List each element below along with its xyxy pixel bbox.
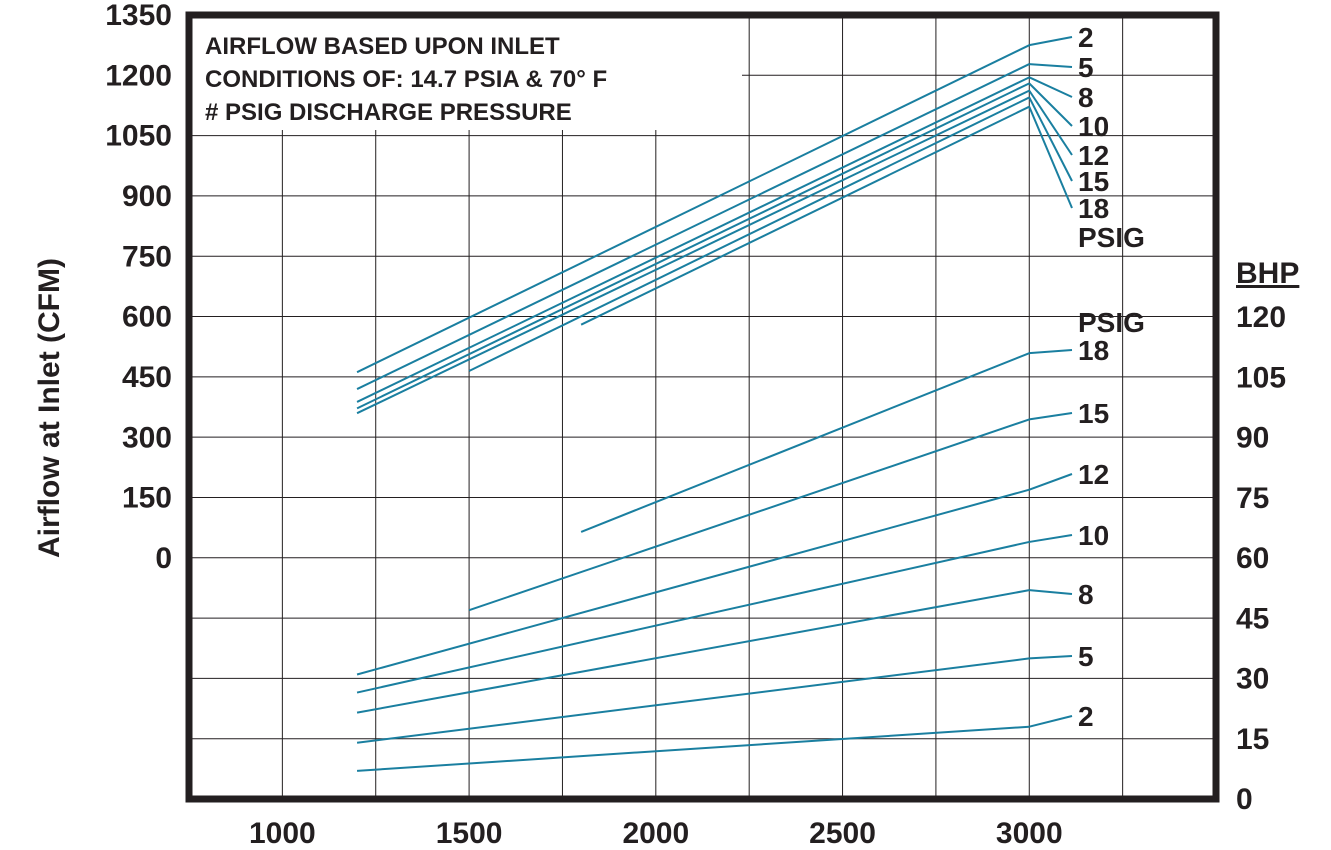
x-tick-label: 3000 (996, 817, 1063, 850)
airflow-leader-2 (1029, 36, 1073, 47)
right-axis-ticks: 120 105 90 75 60 45 30 15 0 (1236, 301, 1286, 816)
bhp-line-15-psig (468, 418, 1030, 612)
y-right-tick-label: 30 (1236, 663, 1269, 696)
airflow-leader-10 (1028, 82, 1073, 127)
bhp-leader-15 (1029, 412, 1073, 421)
bhp-label-8: 8 (1078, 579, 1094, 610)
airflow-leader-18 (1028, 106, 1073, 209)
x-tick-label: 1500 (436, 817, 503, 850)
y-right-tick-label: 45 (1236, 602, 1269, 635)
airflow-line-5-psig (356, 63, 1030, 390)
airflow-line-15-psig (468, 96, 1030, 372)
airflow-label-15: 15 (1078, 166, 1109, 197)
y-left-axis-title: Airflow at Inlet (CFM) (33, 258, 66, 558)
bhp-line-12-psig (356, 488, 1030, 676)
bhp-line-2-psig (356, 725, 1030, 772)
airflow-note: AIRFLOW BASED UPON INLET CONDITIONS OF: … (205, 33, 607, 126)
bhp-line-5-psig (356, 657, 1030, 744)
bhp-line-18-psig (580, 352, 1030, 533)
bhp-label-12: 12 (1078, 459, 1109, 490)
y-right-tick-label: 120 (1236, 301, 1286, 334)
y-left-tick-label: 0 (155, 542, 172, 575)
airflow-line-12-psig (356, 89, 1030, 415)
y-left-tick-label: 600 (122, 301, 172, 334)
airflow-psig-label: PSIG (1078, 222, 1145, 253)
x-axis-ticks: 1000 1500 2000 2500 3000 (249, 817, 1063, 850)
airflow-leader-12 (1028, 90, 1073, 156)
bhp-leader-18 (1029, 349, 1073, 355)
airflow-leader-15 (1028, 97, 1073, 182)
y-right-tick-label: 75 (1236, 482, 1269, 515)
bhp-leader-12 (1028, 473, 1073, 491)
bhp-label-10: 10 (1078, 520, 1109, 551)
y-right-tick-label: 60 (1236, 542, 1269, 575)
y-right-tick-label: 90 (1236, 422, 1269, 455)
bhp-label-5: 5 (1078, 641, 1094, 672)
airflow-leader-8 (1028, 76, 1073, 98)
note-line-3: # PSIG DISCHARGE PRESSURE (205, 99, 572, 126)
y-left-tick-label: 750 (122, 240, 172, 273)
bhp-leader-2 (1029, 715, 1073, 728)
bhp-label-15: 15 (1078, 398, 1109, 429)
y-right-axis-title: BHP (1236, 257, 1299, 290)
airflow-label-2: 2 (1078, 22, 1094, 53)
airflow-series (356, 44, 1030, 415)
y-left-tick-label: 900 (122, 180, 172, 213)
y-right-tick-label: 15 (1236, 723, 1269, 756)
x-tick-label: 2000 (622, 817, 689, 850)
airflow-leader-5 (1029, 63, 1073, 68)
y-left-tick-label: 1350 (105, 0, 172, 32)
airflow-label-5: 5 (1078, 52, 1094, 83)
bhp-leader-8 (1029, 589, 1073, 595)
y-right-tick-label: 105 (1236, 361, 1286, 394)
airflow-label-18: 18 (1078, 193, 1109, 224)
airflow-label-12: 12 (1078, 140, 1109, 171)
airflow-line-8-psig (356, 76, 1030, 403)
bhp-label-2: 2 (1078, 701, 1094, 732)
airflow-line-10-psig (356, 82, 1030, 410)
y-left-tick-label: 450 (122, 361, 172, 394)
airflow-line-18-psig (580, 105, 1030, 326)
note-line-2: CONDITIONS OF: 14.7 PSIA & 70° F (205, 66, 607, 93)
left-axis-ticks: 1350 1200 1050 900 750 600 450 300 150 0 (105, 0, 172, 575)
bhp-line-10-psig (356, 540, 1030, 694)
grid-lines (189, 15, 1216, 799)
bhp-leader-10 (1029, 534, 1073, 543)
bhp-line-8-psig (356, 589, 1030, 714)
y-left-tick-label: 300 (122, 421, 172, 454)
airflow-label-8: 8 (1078, 82, 1094, 113)
note-box-background (192, 18, 742, 130)
y-left-tick-label: 1050 (105, 120, 172, 153)
y-left-tick-label: 1200 (105, 59, 172, 92)
airflow-line-2-psig (356, 44, 1030, 374)
bhp-label-18: 18 (1078, 335, 1109, 366)
x-tick-label: 2500 (809, 817, 876, 850)
note-line-1: AIRFLOW BASED UPON INLET (205, 33, 560, 60)
y-right-tick-label: 0 (1236, 783, 1253, 816)
x-tick-label: 1000 (249, 817, 316, 850)
bhp-psig-label: PSIG (1078, 307, 1145, 338)
plot-frame (185, 11, 1220, 803)
y-left-tick-label: 150 (122, 482, 172, 515)
bhp-series (356, 352, 1030, 772)
bhp-leader-5 (1029, 655, 1073, 660)
airflow-label-10: 10 (1078, 111, 1109, 142)
